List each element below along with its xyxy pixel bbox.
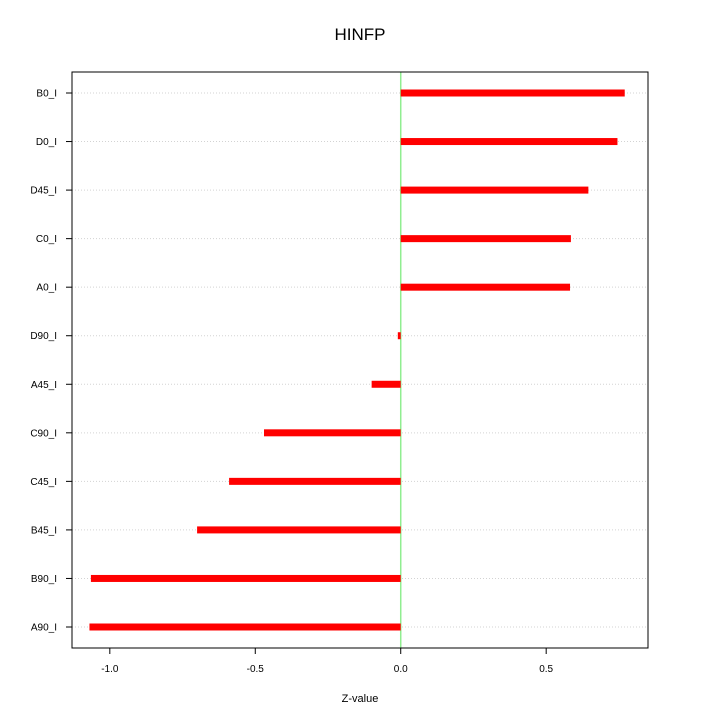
bar (371, 380, 401, 388)
x-tick-label: -1.0 (101, 664, 119, 675)
y-tick-label: D0_I (36, 137, 57, 148)
x-tick-label: -0.5 (247, 664, 265, 675)
plot-frame (71, 71, 649, 649)
x-tick-label: 0.0 (394, 664, 408, 675)
bar (400, 283, 571, 291)
bar (400, 138, 618, 146)
bar (397, 332, 401, 340)
y-tick-label: B0_I (36, 89, 57, 100)
y-tick-label: C90_I (30, 428, 57, 439)
bar (89, 623, 401, 631)
bars (89, 89, 625, 631)
y-tick-label: B45_I (31, 525, 57, 536)
bar (90, 574, 401, 582)
y-tick-label: B90_I (31, 574, 57, 585)
y-tick-label: D90_I (30, 331, 57, 342)
y-tick-label: C45_I (30, 477, 57, 488)
y-tick-label: A90_I (31, 623, 57, 634)
bar (264, 429, 401, 437)
grid-lines (72, 92, 648, 628)
y-tick-label: A0_I (36, 283, 57, 294)
y-tick-label: C0_I (36, 234, 57, 245)
x-tick-label: 0.5 (539, 664, 553, 675)
x-axis-label: Z-value (342, 693, 379, 705)
bar (197, 526, 401, 534)
bar (400, 89, 625, 97)
y-tick-label: D45_I (30, 186, 57, 197)
y-axis: B0_I D0_I D45_I C0_I A0_I D90_I A45_I C90_I C45_… (30, 89, 72, 634)
bar (400, 186, 589, 194)
x-axis: -1.0 -0.5 0.0 0.5 (101, 648, 554, 675)
bar (400, 235, 571, 243)
bar (229, 477, 401, 485)
y-tick-label: A45_I (31, 380, 57, 391)
chart-title: HINFP (335, 25, 386, 44)
